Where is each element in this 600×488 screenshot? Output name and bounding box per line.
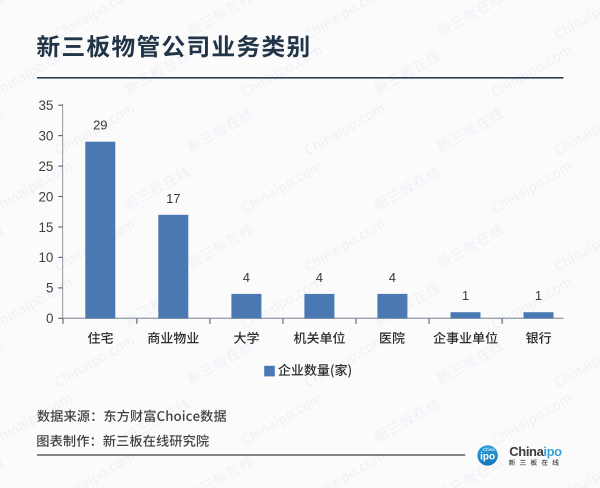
svg-text:.China: .China bbox=[481, 447, 495, 452]
svg-text:17: 17 bbox=[166, 191, 180, 206]
svg-text:4: 4 bbox=[316, 270, 323, 285]
svg-text:15: 15 bbox=[38, 220, 53, 235]
svg-text:25: 25 bbox=[38, 159, 53, 174]
svg-text:30: 30 bbox=[38, 128, 53, 143]
svg-text:35: 35 bbox=[38, 98, 53, 113]
svg-text:10: 10 bbox=[38, 250, 53, 265]
svg-text:ipo: ipo bbox=[480, 452, 495, 463]
svg-text:5: 5 bbox=[46, 281, 53, 296]
svg-text:1: 1 bbox=[535, 288, 542, 303]
svg-text:20: 20 bbox=[38, 189, 53, 204]
svg-text:Chinaipo: Chinaipo bbox=[509, 444, 562, 459]
svg-text:0: 0 bbox=[46, 311, 53, 326]
svg-text:4: 4 bbox=[389, 270, 396, 285]
svg-text:1: 1 bbox=[462, 288, 469, 303]
svg-text:4: 4 bbox=[243, 270, 250, 285]
svg-text:29: 29 bbox=[93, 118, 107, 133]
